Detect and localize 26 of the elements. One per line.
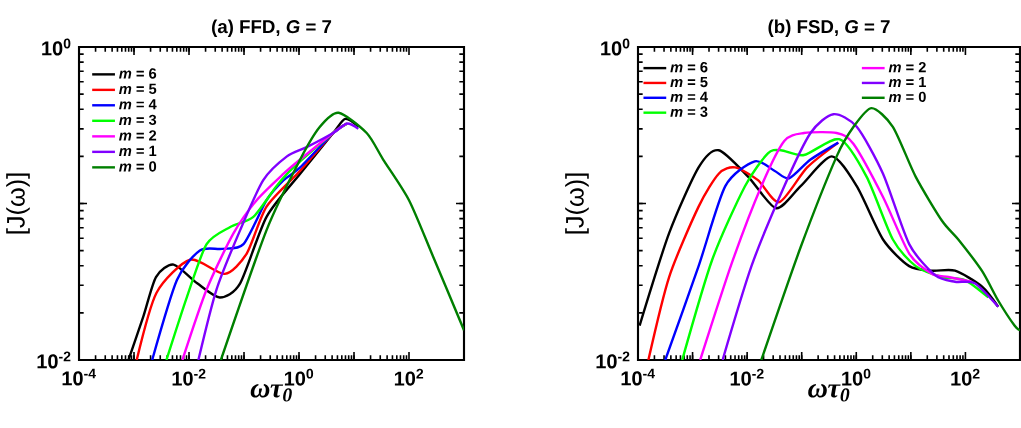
legend-label: m = 4: [119, 99, 157, 110]
x-tick-label: 10$^{2}$: [394, 368, 424, 386]
legend-label: m = 1: [119, 145, 157, 156]
x-tick-label: 10$^{-4}$: [621, 368, 655, 386]
legend-label: m = 2: [888, 62, 926, 73]
y-axis-title: [J(ω)]: [565, 173, 589, 234]
x-tick-label: 10$^{0}$: [842, 368, 871, 386]
legend-label: m = 5: [119, 83, 157, 95]
chart-title: (a) FFD, G = 7: [212, 19, 332, 37]
x-tick-label: 10$^{-2}$: [730, 368, 764, 386]
legend-label: m = 3: [119, 114, 157, 126]
x-tick-label: 10$^{2}$: [951, 368, 980, 386]
legend-label: m = 6: [670, 62, 708, 73]
x-tick-label: 10$^{0}$: [284, 368, 314, 386]
legend-label: m = 0: [888, 91, 926, 103]
legend-label: m = 5: [670, 76, 708, 88]
chart-title: (b) FSD, G = 7: [768, 19, 890, 37]
legend-label: m = 4: [670, 91, 708, 102]
legend-label: m = 1: [888, 76, 926, 87]
legend-label: m = 3: [670, 106, 708, 117]
legend-label: m = 2: [119, 130, 157, 141]
legend-label: m = 6: [119, 68, 157, 79]
y-axis-title: [J(ω)]: [6, 173, 30, 234]
x-tick-label: 10$^{-4}$: [62, 368, 96, 386]
x-tick-label: 10$^{-2}$: [172, 368, 206, 386]
legend-label: m = 0: [119, 161, 157, 172]
